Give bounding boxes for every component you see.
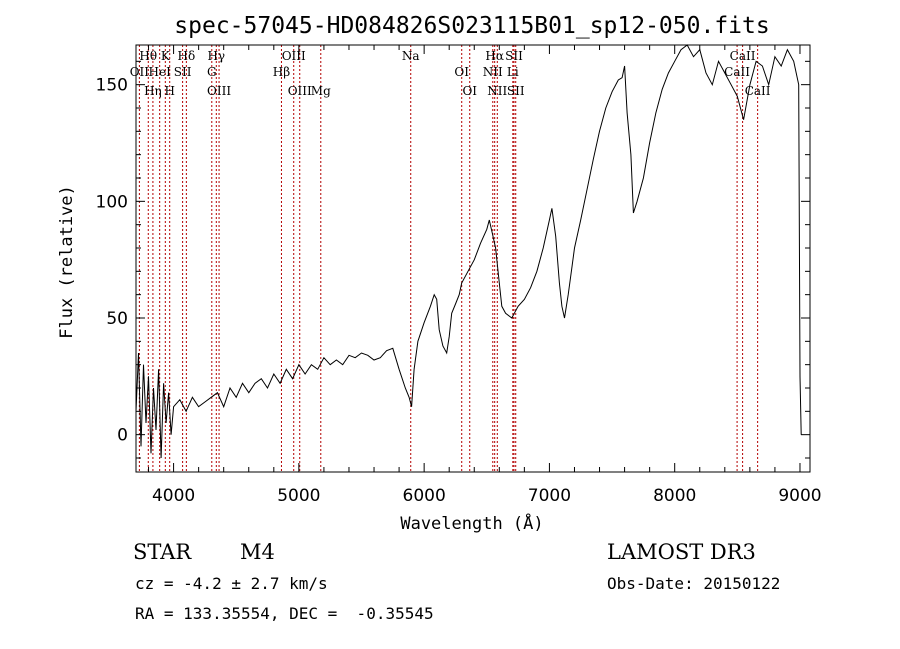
x-tick-label: 9000 <box>778 486 821 506</box>
spectrum-chart: Hθ OII Hη K HeI H Hδ SII OIII Hγ G OIII OIII Hβ Mg Na OI… <box>57 13 822 534</box>
spectral-line-label: OI <box>454 65 469 79</box>
survey-name: LAMOST DR3 <box>607 540 756 564</box>
spectral-line-label: OIII <box>207 84 231 98</box>
x-tick-label: 8000 <box>653 486 696 506</box>
spectral-line-label: H <box>164 84 174 98</box>
chart-title: spec-57045-HD084826S023115B01_sp12-050.f… <box>174 13 769 39</box>
spectral-line-label: OII <box>130 65 150 79</box>
spectral-line-label: CaII <box>745 84 771 98</box>
object-subclass: M4 <box>240 540 275 564</box>
spectrum-line <box>135 44 802 459</box>
redshift-value: cz = -4.2 ± 2.7 km/s <box>135 574 328 593</box>
spectral-line-label: Na <box>402 49 420 63</box>
object-class: STAR <box>133 540 192 564</box>
plot-frame <box>135 44 811 473</box>
spectral-line-label: Li <box>507 65 519 79</box>
spectral-line-label: OIII <box>282 49 306 63</box>
x-tick-label: 6000 <box>403 486 446 506</box>
y-tick-label: 100 <box>96 192 128 212</box>
x-tick-label: 4000 <box>152 486 195 506</box>
spectral-line-label: Mg <box>311 84 331 98</box>
spectral-line-label: Hθ <box>139 49 157 63</box>
y-tick-label: 0 <box>117 426 128 446</box>
x-tick-label: 7000 <box>528 486 571 506</box>
spectral-line-label: SII <box>507 84 525 98</box>
spectral-line-markers <box>138 45 759 472</box>
y-tick-label: 50 <box>106 309 128 329</box>
spectral-line-label: SII <box>174 65 192 79</box>
spectral-line-labels: Hθ OII Hη K HeI H Hδ SII OIII Hγ G OIII OIII Hβ Mg Na OI… <box>130 49 771 98</box>
spectral-line-label: Hα <box>485 49 504 63</box>
x-axis-ticks: 4000 5000 6000 7000 8000 9000 <box>148 45 822 506</box>
spectral-line-label: SII <box>505 49 523 63</box>
spectral-line-label: CaII <box>724 65 750 79</box>
y-axis-ticks: 0 50 100 150 <box>96 60 810 459</box>
spectral-line-label: CaII <box>730 49 756 63</box>
spectral-line-label: HeI <box>149 65 172 79</box>
coordinates: RA = 133.35554, DEC = -0.35545 <box>135 604 434 623</box>
spectral-line-label: OIII <box>288 84 312 98</box>
spectral-line-label: NII <box>487 84 507 98</box>
spectral-line-label: Hβ <box>273 65 290 79</box>
observation-date: Obs-Date: 20150122 <box>607 574 781 593</box>
x-axis-label: Wavelength (Å) <box>400 512 543 534</box>
x-tick-label: 5000 <box>277 486 320 506</box>
spectral-line-label: OI <box>462 84 477 98</box>
y-tick-label: 150 <box>96 76 128 96</box>
spectral-line-label: G <box>207 65 217 79</box>
spectral-line-label: Hγ <box>207 49 225 63</box>
spectral-line-label: Hδ <box>178 49 196 63</box>
spectral-line-label: NII <box>483 65 503 79</box>
spectral-line-label: Hη <box>144 84 162 98</box>
spectral-line-label: K <box>161 49 171 63</box>
y-axis-label: Flux (relative) <box>57 185 77 339</box>
